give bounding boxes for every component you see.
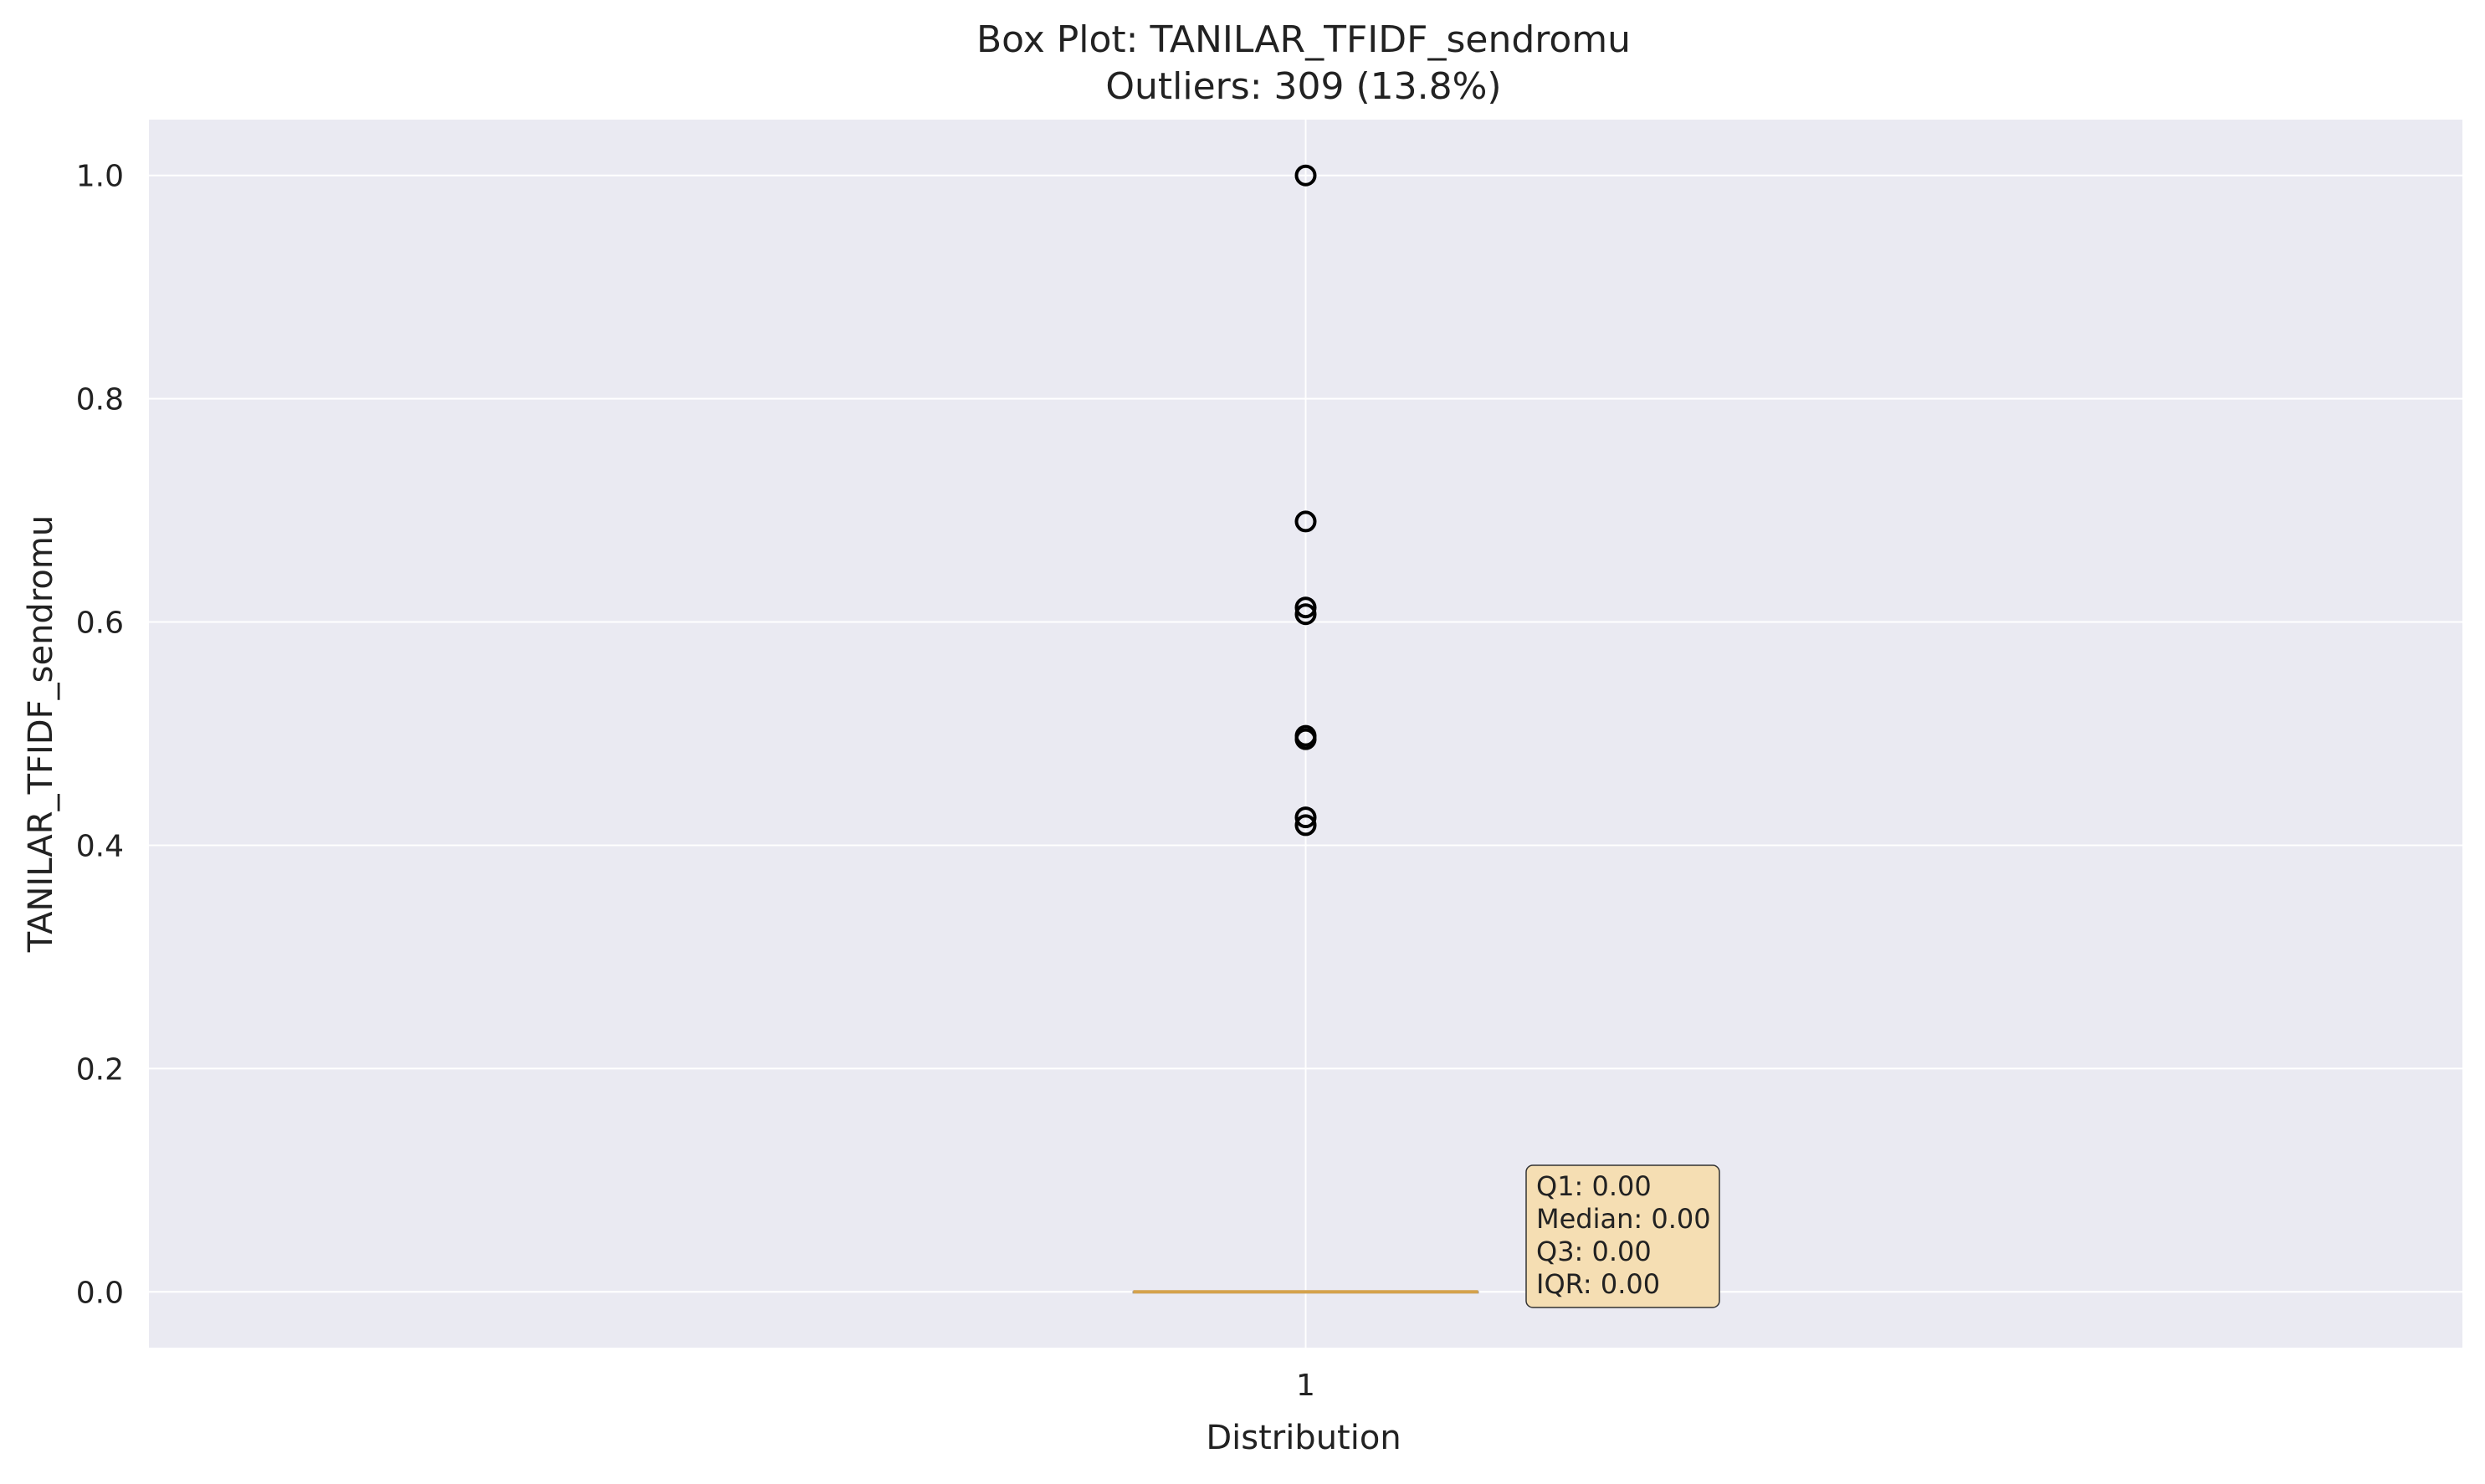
outlier-point [1294, 603, 1317, 626]
grid-layer [149, 120, 2462, 1348]
stats-annotation: Q1: 0.00 Median: 0.00 Q3: 0.00 IQR: 0.00 [1525, 1164, 1720, 1308]
stats-q1: Q1: 0.00 [1536, 1170, 1652, 1202]
outlier-point [1294, 728, 1317, 750]
outlier-point [1294, 806, 1317, 829]
y-tick-label: 0.8 [76, 383, 124, 417]
y-tick-label: 0.4 [76, 829, 124, 863]
y-axis-ticks: 0.0 0.2 0.4 0.6 0.8 1.0 [76, 160, 124, 1311]
x-axis-ticks: 1 [1296, 1369, 1315, 1403]
outlier-point [1294, 164, 1317, 187]
outlier-point [1294, 814, 1317, 837]
y-tick-label: 0.6 [76, 606, 124, 641]
x-axis-label: Distribution [1206, 1419, 1401, 1457]
stats-iqr: IQR: 0.00 [1536, 1268, 1660, 1300]
outlier-layer [1294, 164, 1317, 837]
stats-q3: Q3: 0.00 [1536, 1236, 1652, 1267]
y-tick-label: 0.0 [76, 1276, 124, 1310]
chart-title: Box Plot: TANILAR_TFIDF_sendromu [976, 18, 1631, 61]
outlier-point [1294, 510, 1317, 533]
y-tick-label: 0.2 [76, 1052, 124, 1087]
chart-subtitle: Outliers: 309 (13.8%) [1105, 65, 1501, 108]
stats-median: Median: 0.00 [1536, 1203, 1711, 1235]
x-tick-label: 1 [1296, 1369, 1315, 1403]
outlier-point [1294, 596, 1317, 619]
y-tick-label: 1.0 [76, 160, 124, 194]
y-axis-label: TANILAR_TFIDF_sendromu [22, 515, 60, 953]
stats-annotation-background [1525, 1164, 1720, 1308]
